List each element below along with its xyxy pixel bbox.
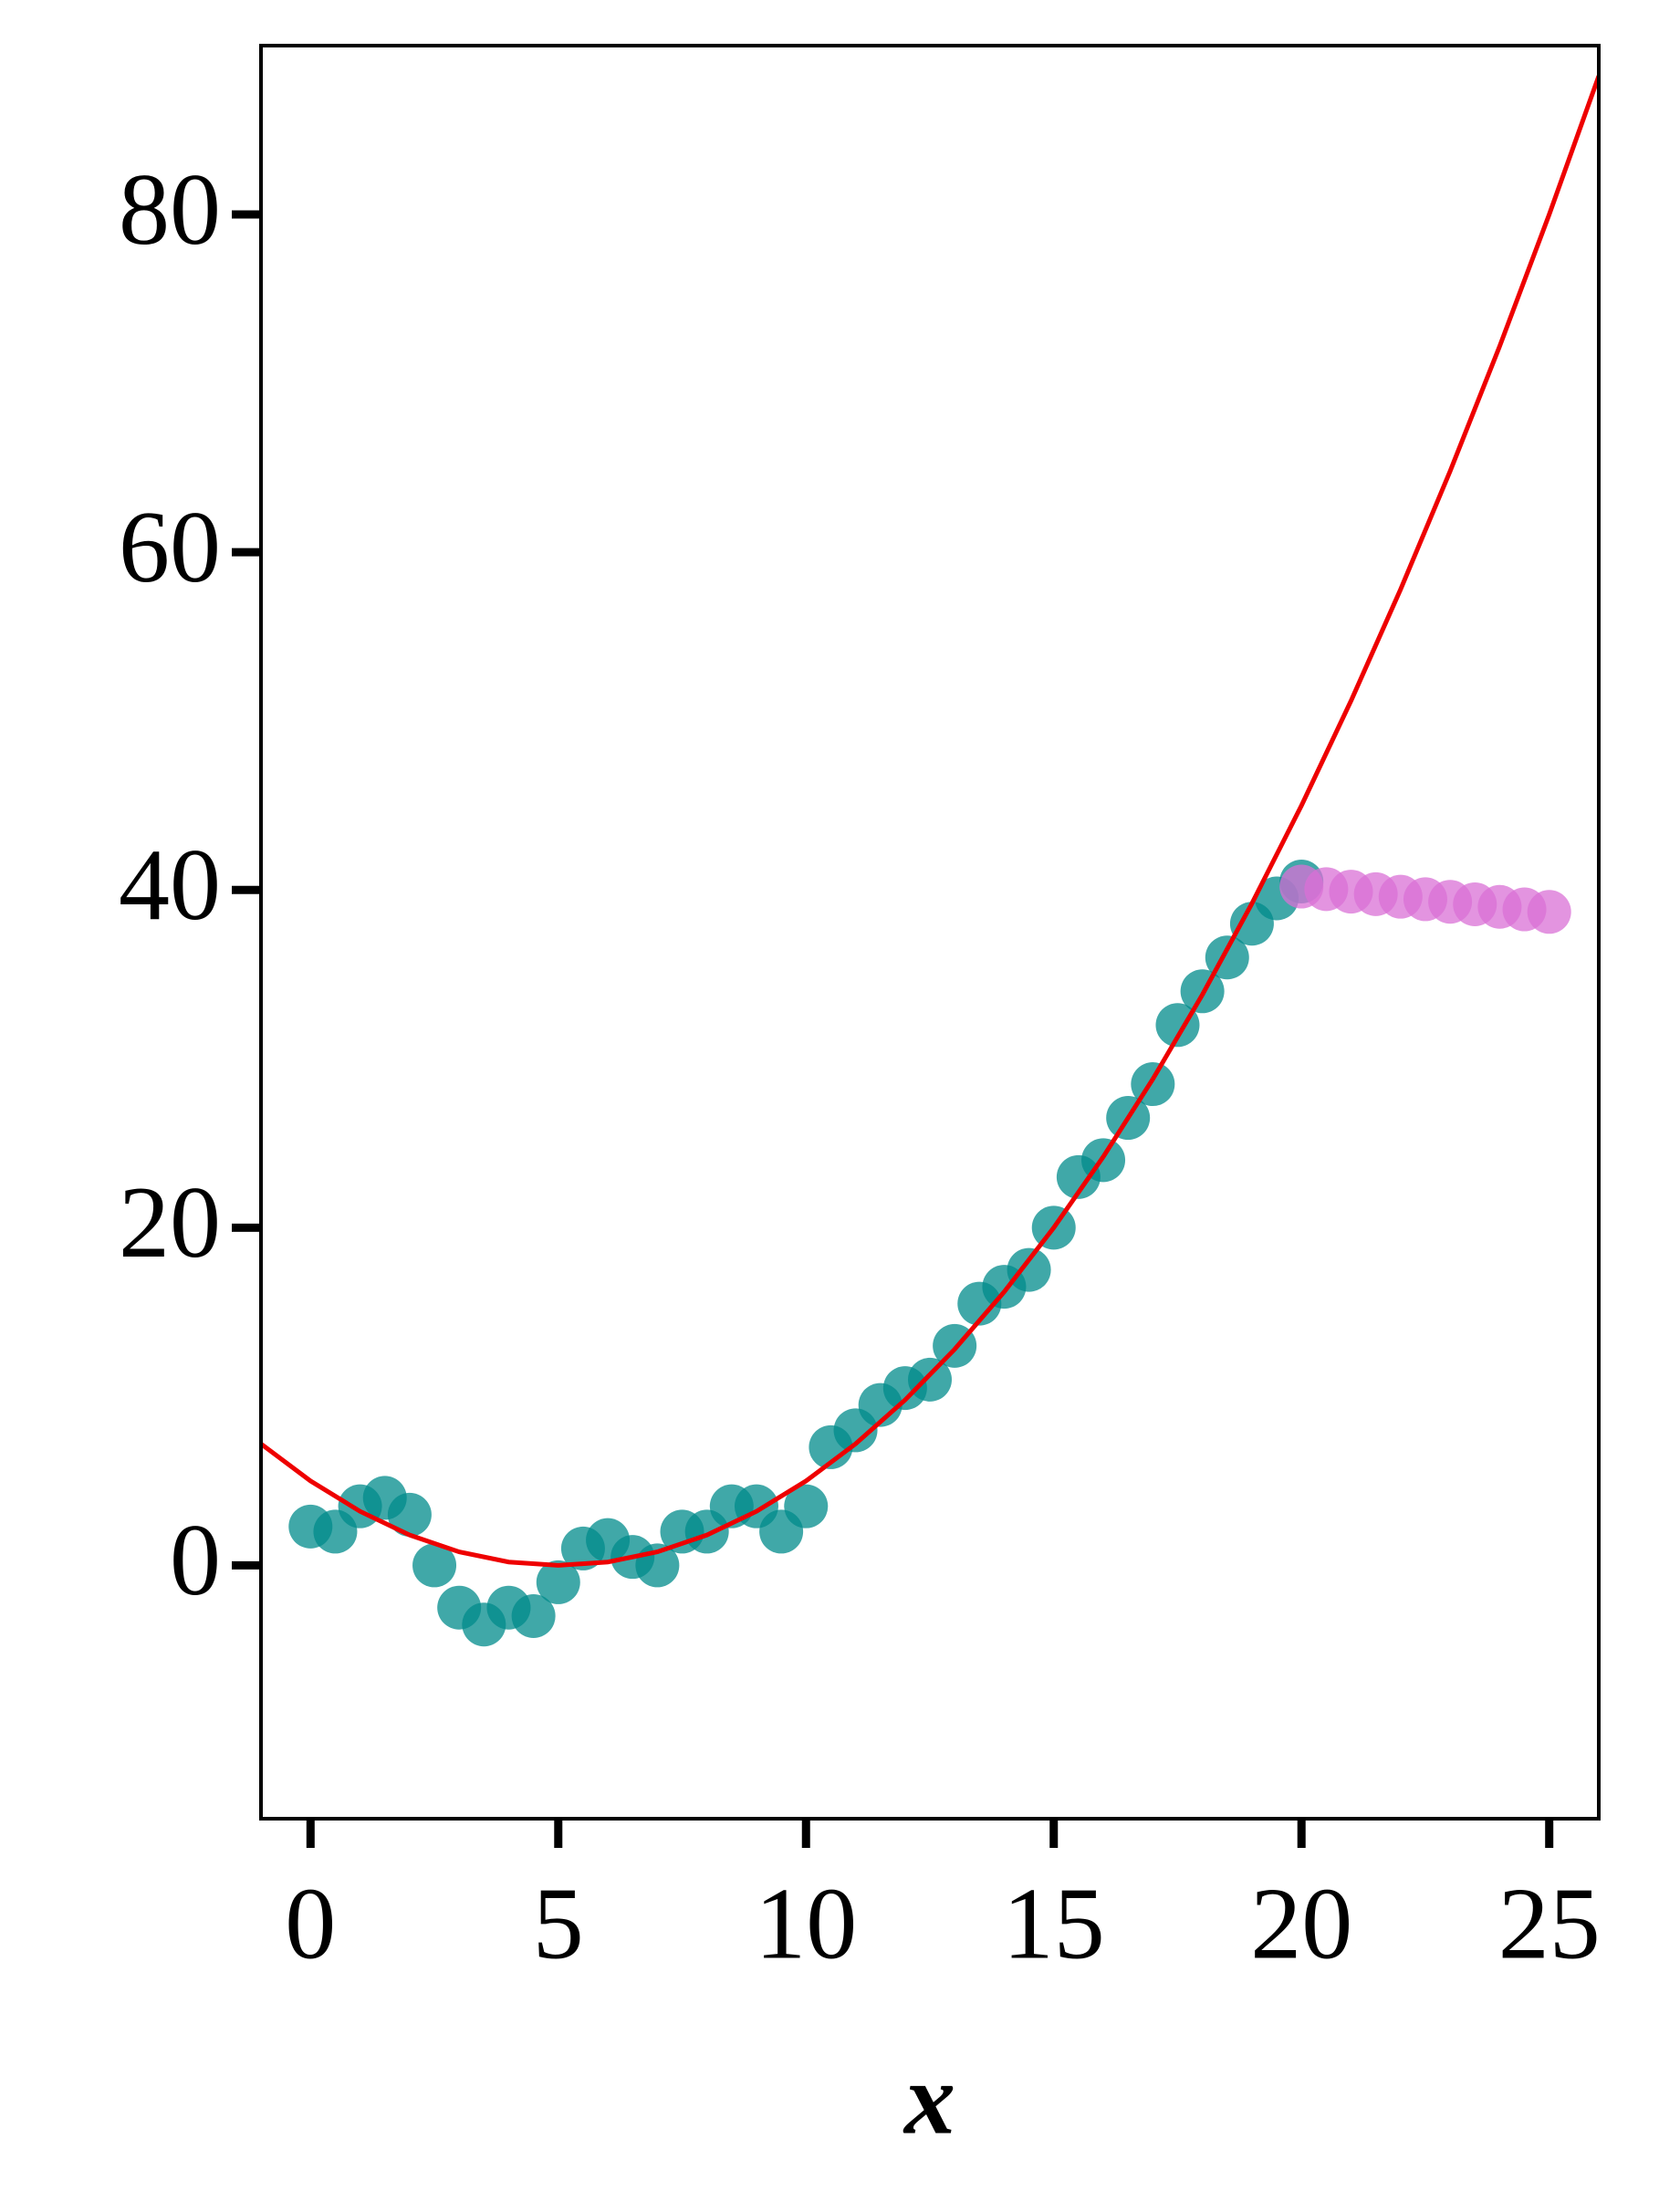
scatter-point	[511, 1593, 556, 1638]
x-axis-label: x	[903, 2043, 955, 2156]
y-tick-label: 20	[119, 1166, 221, 1279]
y-tick-label: 60	[119, 491, 221, 604]
y-tick-label: 80	[119, 153, 221, 266]
y-tick-label: 0	[170, 1504, 221, 1617]
fit-line	[261, 75, 1599, 1568]
x-tick-label: 15	[1003, 1868, 1105, 1981]
scatter-point	[387, 1492, 432, 1537]
x-tick-label: 20	[1250, 1868, 1352, 1981]
x-tick-label: 0	[285, 1868, 336, 1981]
x-tick-label: 25	[1498, 1868, 1601, 1981]
x-tick-label: 10	[755, 1868, 857, 1981]
scatter-point	[1527, 890, 1571, 934]
axes-frame	[259, 44, 1601, 1821]
y-tick-label: 40	[119, 829, 221, 942]
scatter-point	[908, 1357, 952, 1402]
plot-area	[261, 75, 1599, 1647]
scatter-point	[784, 1484, 829, 1529]
scatter-point	[1007, 1247, 1051, 1292]
scatter-point	[412, 1543, 457, 1588]
x-tick-label: 5	[533, 1868, 584, 1981]
scatter-point	[536, 1560, 580, 1604]
